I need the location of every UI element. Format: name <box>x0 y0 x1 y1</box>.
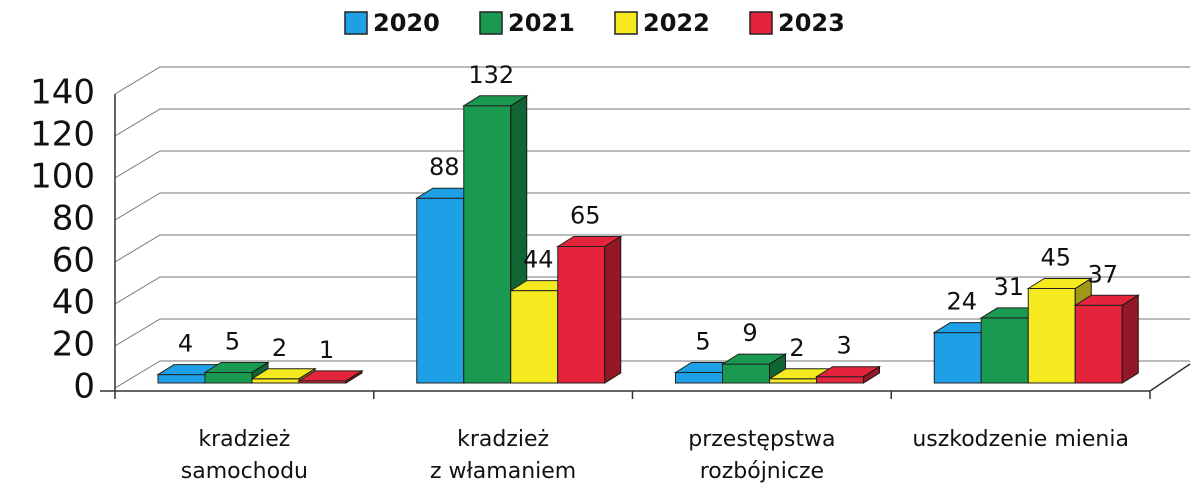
value-label: 3 <box>836 332 851 360</box>
bar-front <box>722 363 770 384</box>
x-tick-label: samochodu <box>181 459 308 484</box>
grid-line <box>114 276 1190 305</box>
legend-swatch <box>479 11 503 35</box>
y-tick-label: 80 <box>52 199 95 239</box>
bar-front <box>510 290 559 384</box>
bar-side <box>604 235 622 384</box>
value-label: 1 <box>319 336 334 364</box>
y-tick-label: 120 <box>30 115 95 155</box>
value-label: 5 <box>695 328 710 356</box>
value-label: 5 <box>225 328 240 356</box>
value-label: 24 <box>946 288 977 316</box>
bar-front <box>251 378 300 384</box>
value-label: 37 <box>1087 260 1118 288</box>
legend-swatch <box>749 11 773 35</box>
bar-front <box>463 105 512 384</box>
grid-line <box>114 360 1190 389</box>
bar-front <box>769 378 817 384</box>
value-label: 4 <box>178 330 193 358</box>
x-tick-label: kradzież <box>457 427 549 452</box>
grid-line <box>114 150 1190 179</box>
bar-front <box>816 376 864 384</box>
bar-front <box>416 197 465 384</box>
y-tick-label: 20 <box>52 325 95 365</box>
legend-label: 2021 <box>508 9 575 37</box>
legend-label: 2023 <box>778 9 845 37</box>
grid-line <box>114 192 1190 221</box>
y-tick-label: 60 <box>52 241 95 281</box>
grid-line <box>114 108 1190 137</box>
y-tick-label: 40 <box>52 283 95 323</box>
value-label: 2 <box>272 334 287 362</box>
bar-front <box>557 246 606 384</box>
y-tick-label: 140 <box>30 73 95 113</box>
bar-front <box>980 317 1029 384</box>
x-tick-label: rozbójnicze <box>700 459 824 484</box>
y-tick-label: 100 <box>30 157 95 197</box>
bar-front <box>933 332 982 384</box>
x-tick-label: przestępstwa <box>688 427 835 452</box>
y-tick-label: 0 <box>73 367 95 407</box>
grid-line <box>114 318 1190 347</box>
bar-front <box>157 374 206 384</box>
grid-line <box>114 66 1190 95</box>
x-tick-label: kradzież <box>198 427 290 452</box>
legend-label: 2022 <box>643 9 710 37</box>
bar-front <box>204 372 253 384</box>
bar-front <box>1074 304 1123 384</box>
value-label: 2 <box>789 334 804 362</box>
value-label: 31 <box>993 273 1024 301</box>
value-label: 65 <box>570 202 601 230</box>
value-label: 45 <box>1040 244 1071 272</box>
grid-line <box>114 234 1190 263</box>
value-label: 44 <box>523 246 554 274</box>
legend-swatch <box>344 11 368 35</box>
bar-side <box>1121 294 1139 384</box>
bar-side <box>863 365 880 384</box>
value-label: 88 <box>429 153 460 181</box>
bar-front <box>675 372 723 384</box>
legend-swatch <box>614 11 638 35</box>
bar-front <box>1027 288 1076 384</box>
x-tick-label: uszkodzenie mienia <box>912 427 1129 452</box>
x-tick-label: z włamaniem <box>430 459 576 484</box>
bar-side <box>345 369 363 384</box>
value-label: 9 <box>742 319 757 347</box>
legend-label: 2020 <box>373 9 440 37</box>
value-label: 132 <box>468 61 514 89</box>
